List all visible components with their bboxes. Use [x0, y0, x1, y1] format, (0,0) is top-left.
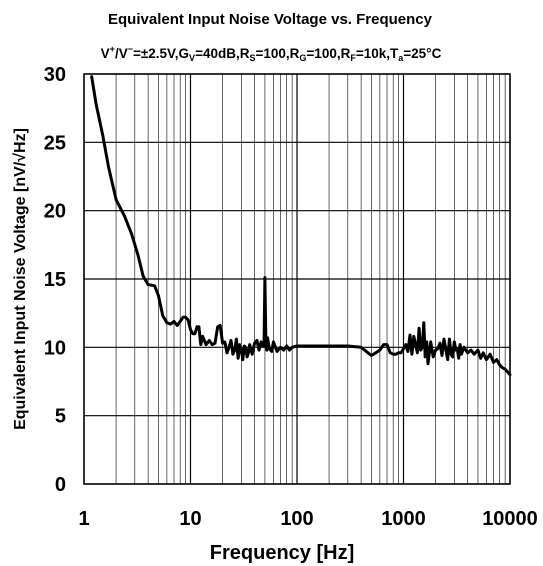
subtitle-part: =25°C	[403, 46, 441, 61]
plot-frame	[83, 73, 511, 485]
subtitle-part: V	[101, 46, 110, 61]
x-tick-label: 1000	[381, 508, 426, 530]
x-tick-label: 10	[179, 508, 201, 530]
x-tick-label: 10000	[482, 508, 538, 530]
y-axis-label: Equivalent Input Noise Voltage [nV/√Hz]	[12, 128, 29, 430]
subtitle-part: =100,R	[306, 46, 350, 61]
subtitle-part: G	[299, 53, 306, 63]
subtitle-part: F	[350, 53, 356, 63]
subtitle-part: +	[110, 44, 115, 54]
y-tick-label: 0	[55, 474, 66, 496]
y-tick-labels: 0 5 10 15 20 25 30	[44, 64, 66, 496]
x-tick-labels: 1 10 100 1000 10000	[78, 508, 537, 530]
y-tick-label: 25	[44, 132, 66, 154]
y-tick-label: 10	[44, 337, 66, 359]
y-tick-label: 30	[44, 64, 66, 86]
series-group	[90, 75, 512, 377]
subtitle-part: −	[128, 44, 133, 54]
y-tick-label: 20	[44, 201, 66, 223]
x-tick-label: 1	[78, 508, 89, 530]
subtitle-part: =40dB,R	[195, 46, 250, 61]
subtitle-part: =100,R	[255, 46, 299, 61]
subtitle-part: S	[249, 53, 255, 63]
grid	[84, 74, 510, 484]
chart-title: Equivalent Input Noise Voltage vs. Frequ…	[108, 11, 433, 28]
subtitle-part: =±2.5V,G	[133, 46, 189, 61]
y-tick-label: 5	[55, 406, 66, 428]
x-axis-label: Frequency [Hz]	[210, 542, 354, 564]
subtitle-part: V	[189, 53, 195, 63]
subtitle-part: =10k,T	[356, 46, 399, 61]
subtitle-part: /V	[115, 46, 128, 61]
y-tick-label: 15	[44, 269, 66, 291]
subtitle-part: a	[398, 53, 404, 63]
x-tick-label: 100	[280, 508, 313, 530]
noise-voltage-line	[90, 75, 512, 377]
chart-subtitle: V+/V−=±2.5V,GV=40dB,RS=100,RG=100,RF=10k…	[101, 44, 442, 63]
